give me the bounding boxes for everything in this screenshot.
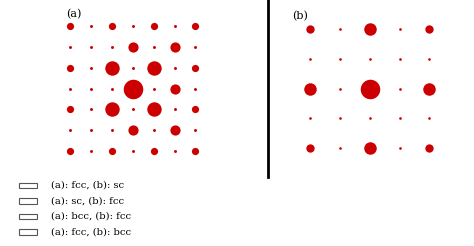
Point (336, 116, 344, 120)
Point (150, 149, 157, 153)
Point (171, 87, 178, 91)
Point (66, 24, 74, 28)
Point (87, 45, 95, 49)
Point (366, 116, 374, 120)
Text: (a): fcc, (b): sc: (a): fcc, (b): sc (51, 181, 124, 190)
Point (396, 146, 403, 150)
Point (87, 87, 95, 91)
Point (150, 66, 157, 70)
Point (87, 149, 95, 153)
Point (191, 24, 199, 28)
Point (396, 116, 403, 120)
Point (108, 24, 116, 28)
Point (426, 87, 433, 91)
Text: (a): bcc, (b): fcc: (a): bcc, (b): fcc (51, 212, 131, 221)
Text: (a): sc, (b): fcc: (a): sc, (b): fcc (51, 197, 124, 205)
Point (66, 45, 74, 49)
Text: (b): (b) (292, 11, 308, 21)
Point (66, 128, 74, 132)
Point (306, 57, 314, 61)
Point (66, 149, 74, 153)
Point (108, 45, 116, 49)
Point (66, 87, 74, 91)
Point (171, 128, 178, 132)
Point (426, 57, 433, 61)
Point (191, 108, 199, 111)
Point (129, 66, 137, 70)
Point (150, 24, 157, 28)
Point (129, 108, 137, 111)
Bar (18, 198, 36, 204)
Point (150, 45, 157, 49)
Point (426, 116, 433, 120)
Point (108, 149, 116, 153)
Point (171, 149, 178, 153)
Point (306, 116, 314, 120)
Bar (18, 214, 36, 219)
Point (191, 66, 199, 70)
Point (426, 27, 433, 31)
Point (366, 146, 374, 150)
Point (150, 128, 157, 132)
Point (336, 146, 344, 150)
Point (306, 146, 314, 150)
Point (306, 27, 314, 31)
Point (87, 24, 95, 28)
Point (306, 87, 314, 91)
Bar (18, 183, 36, 188)
Point (171, 66, 178, 70)
Point (129, 24, 137, 28)
Point (336, 27, 344, 31)
Text: (a): (a) (66, 9, 81, 19)
Point (366, 27, 374, 31)
Point (66, 66, 74, 70)
Text: (a): fcc, (b): bcc: (a): fcc, (b): bcc (51, 228, 131, 236)
Point (171, 24, 178, 28)
Point (191, 87, 199, 91)
Point (87, 66, 95, 70)
Point (87, 108, 95, 111)
Point (336, 57, 344, 61)
Point (108, 108, 116, 111)
Point (171, 45, 178, 49)
Bar (18, 229, 36, 235)
Point (66, 108, 74, 111)
Point (129, 45, 137, 49)
Point (191, 45, 199, 49)
Point (396, 57, 403, 61)
Point (191, 149, 199, 153)
Point (366, 87, 374, 91)
Point (171, 108, 178, 111)
Point (396, 27, 403, 31)
Point (150, 87, 157, 91)
Point (191, 128, 199, 132)
Point (108, 66, 116, 70)
Point (129, 128, 137, 132)
Point (129, 87, 137, 91)
Point (150, 108, 157, 111)
Point (129, 149, 137, 153)
Point (366, 57, 374, 61)
Point (108, 87, 116, 91)
Point (396, 87, 403, 91)
Point (426, 146, 433, 150)
Point (87, 128, 95, 132)
Point (108, 128, 116, 132)
Point (336, 87, 344, 91)
